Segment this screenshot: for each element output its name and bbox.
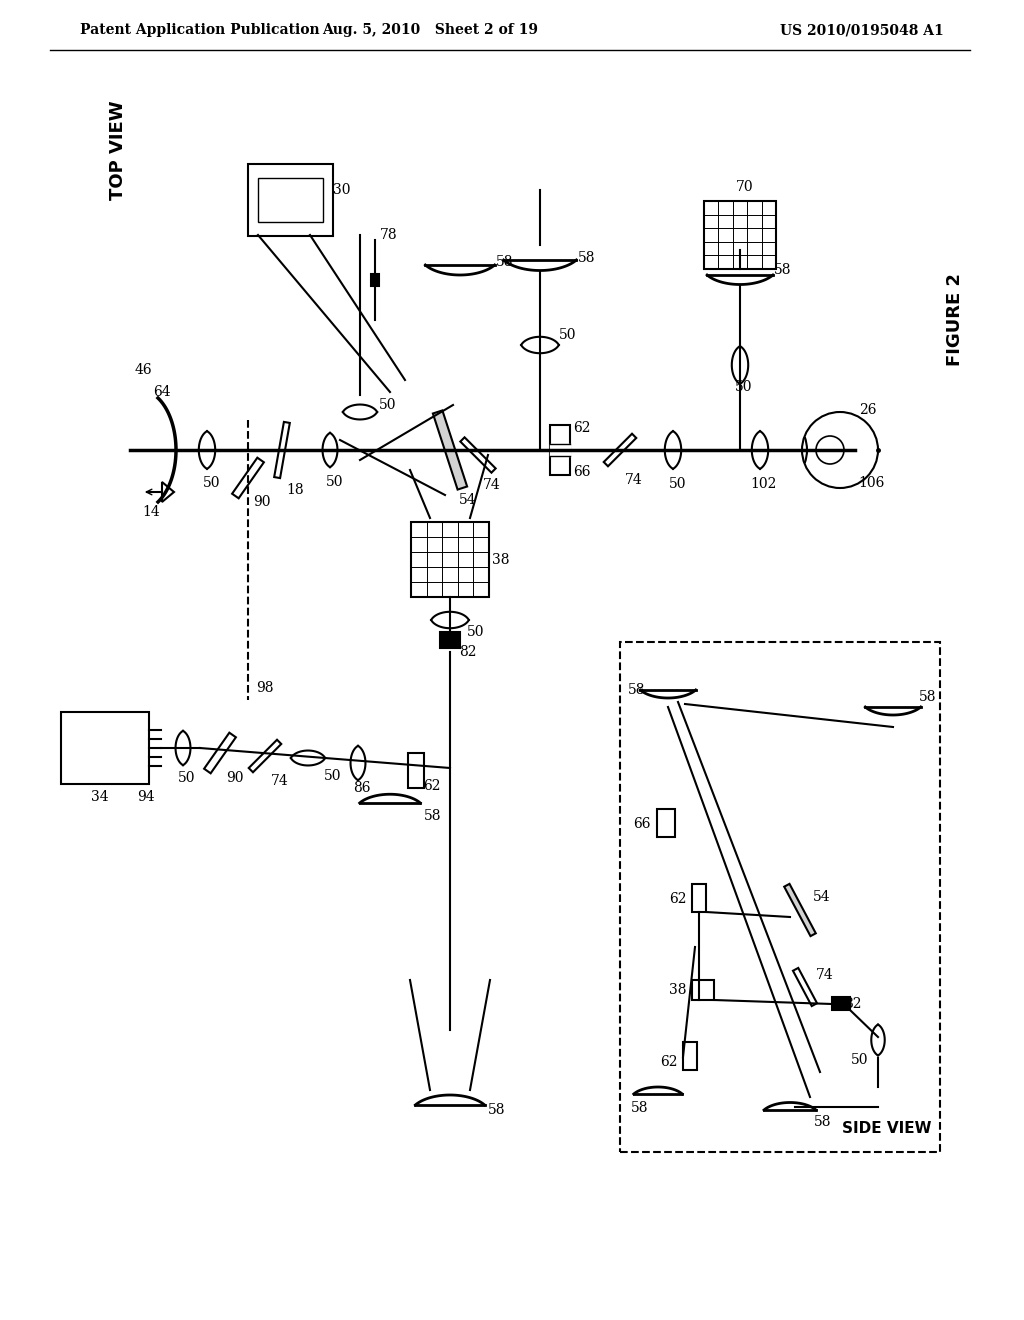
Text: 90: 90 [226,771,244,785]
Text: TOP VIEW: TOP VIEW [109,100,127,199]
Bar [371,275,379,286]
Text: Aug. 5, 2010   Sheet 2 of 19: Aug. 5, 2010 Sheet 2 of 19 [322,22,538,37]
Text: 50: 50 [178,771,196,785]
Text: 58: 58 [814,1115,831,1129]
Polygon shape [550,444,570,455]
Text: 66: 66 [573,465,591,479]
Bar [61,711,150,784]
Text: 50: 50 [851,1053,868,1067]
Text: 50: 50 [325,770,342,783]
Text: 50: 50 [670,477,687,491]
Bar [258,178,323,222]
Text: 90: 90 [253,495,270,510]
Text: SIDE VIEW: SIDE VIEW [843,1121,932,1137]
Polygon shape [604,434,636,466]
Bar [683,1041,697,1071]
Text: 62: 62 [660,1055,678,1069]
Text: FIGURE 2: FIGURE 2 [946,273,964,367]
Polygon shape [433,411,467,490]
Text: 50: 50 [327,475,344,488]
Text: 86: 86 [353,781,371,795]
Bar [692,979,714,1001]
Text: 74: 74 [816,968,834,982]
Text: 98: 98 [256,681,273,696]
Text: 50: 50 [203,477,221,490]
Text: 14: 14 [142,506,160,519]
Bar [411,521,489,597]
Bar [620,642,940,1152]
Text: Patent Application Publication: Patent Application Publication [80,22,319,37]
Text: 74: 74 [625,473,643,487]
Polygon shape [204,733,236,774]
Text: 66: 66 [633,817,650,832]
Text: 50: 50 [467,624,484,639]
Text: 58: 58 [774,263,792,277]
Polygon shape [274,422,290,478]
Text: 50: 50 [559,327,577,342]
Polygon shape [249,739,282,772]
Text: 58: 58 [424,809,441,822]
Text: 64: 64 [154,385,171,399]
Bar [550,425,570,475]
Text: 30: 30 [333,183,351,197]
Text: 58: 58 [920,690,937,704]
Text: 58: 58 [631,1101,649,1115]
Bar [705,201,776,269]
Text: 18: 18 [286,483,304,498]
Polygon shape [232,458,264,499]
Polygon shape [461,437,496,473]
Text: 62: 62 [573,421,591,436]
Bar [408,752,424,788]
Text: 82: 82 [844,997,862,1011]
Bar [440,632,460,648]
Text: 58: 58 [497,255,514,269]
Text: 26: 26 [859,403,877,417]
Text: 62: 62 [423,779,440,793]
Polygon shape [162,482,174,502]
Text: 102: 102 [751,477,777,491]
Text: 94: 94 [137,789,155,804]
Text: 58: 58 [579,251,596,265]
Text: 50: 50 [735,380,753,393]
Text: 58: 58 [629,682,646,697]
Bar [657,809,675,837]
Text: 74: 74 [483,478,501,492]
Text: 38: 38 [493,553,510,568]
Text: 62: 62 [670,892,687,906]
Text: 38: 38 [670,983,687,997]
Text: 54: 54 [459,492,477,507]
Polygon shape [784,884,816,936]
Text: 54: 54 [813,890,830,904]
Text: 78: 78 [380,228,397,242]
Text: 34: 34 [91,789,109,804]
Text: 106: 106 [859,477,885,490]
Text: 74: 74 [271,774,289,788]
Text: 50: 50 [379,399,396,412]
Bar [248,164,333,236]
Text: 46: 46 [134,363,152,378]
Text: 70: 70 [736,180,754,194]
Bar [692,884,706,912]
Text: 82: 82 [459,645,477,659]
Bar [831,997,850,1010]
Polygon shape [793,968,817,1006]
Text: 58: 58 [488,1104,506,1117]
Text: US 2010/0195048 A1: US 2010/0195048 A1 [780,22,944,37]
